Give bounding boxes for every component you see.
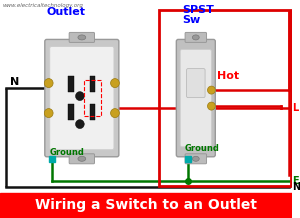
FancyBboxPatch shape [50, 46, 114, 150]
Bar [90, 76, 95, 92]
Text: N: N [292, 182, 300, 192]
Text: E: E [292, 176, 298, 186]
Text: N: N [10, 77, 19, 87]
FancyBboxPatch shape [176, 39, 215, 157]
Ellipse shape [192, 35, 199, 40]
Bar [0, 193, 292, 218]
Ellipse shape [76, 92, 84, 100]
Text: Hot: Hot [217, 71, 239, 81]
FancyBboxPatch shape [45, 39, 119, 157]
Text: www.electricaltechnology.org: www.electricaltechnology.org [3, 3, 84, 8]
Bar [68, 76, 74, 92]
Text: SPST: SPST [182, 5, 214, 15]
Ellipse shape [78, 35, 86, 40]
Bar [90, 104, 95, 120]
Bar [159, 10, 291, 186]
Ellipse shape [44, 109, 53, 118]
Text: Outlet: Outlet [47, 7, 86, 17]
Ellipse shape [44, 79, 53, 88]
Bar [68, 104, 74, 120]
Text: Ground: Ground [184, 144, 219, 153]
Ellipse shape [111, 109, 119, 118]
FancyBboxPatch shape [69, 32, 94, 43]
Ellipse shape [111, 79, 119, 88]
Text: Ground: Ground [50, 148, 85, 157]
Text: L: L [292, 103, 298, 113]
FancyBboxPatch shape [180, 49, 211, 147]
FancyBboxPatch shape [69, 154, 94, 164]
Text: Sw: Sw [182, 15, 200, 25]
Ellipse shape [78, 156, 86, 161]
Ellipse shape [208, 102, 215, 110]
Ellipse shape [192, 156, 199, 161]
Text: Wiring a Switch to an Outlet: Wiring a Switch to an Outlet [35, 198, 257, 213]
FancyBboxPatch shape [185, 32, 206, 43]
Ellipse shape [76, 120, 84, 129]
Ellipse shape [208, 86, 215, 94]
FancyBboxPatch shape [185, 154, 206, 164]
Bar [84, 80, 101, 116]
FancyBboxPatch shape [187, 69, 205, 98]
